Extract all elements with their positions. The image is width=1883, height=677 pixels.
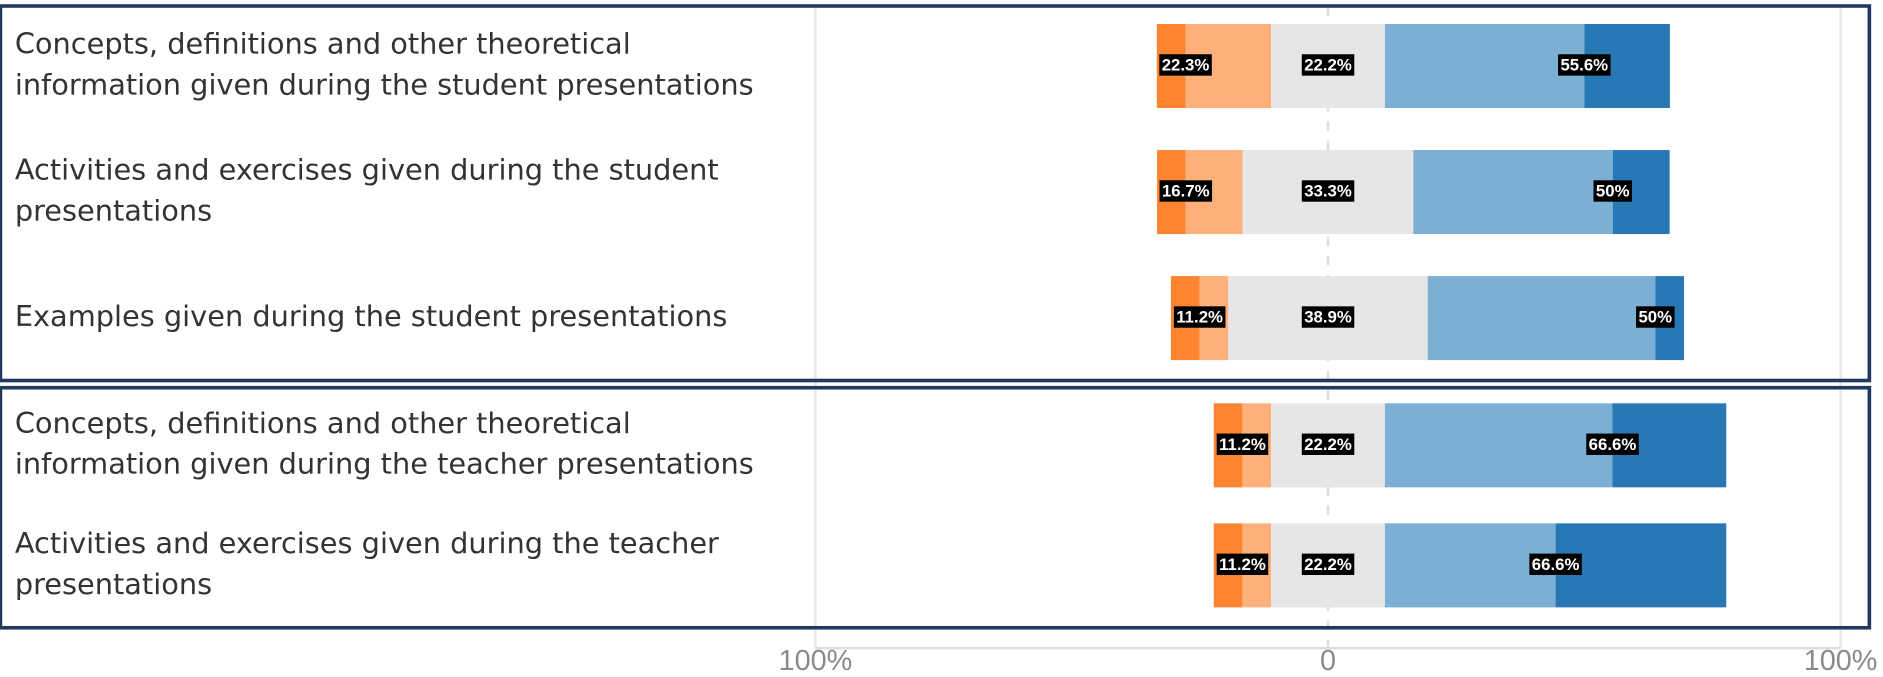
- value-label-bg: [1636, 306, 1675, 328]
- value-label-bg: [1301, 54, 1355, 76]
- category-label: presentations: [15, 193, 212, 227]
- value-label-bg: [1529, 553, 1582, 576]
- value-label-text: 22.3%: [1162, 55, 1210, 74]
- value-label: 11.2%: [1216, 433, 1269, 455]
- value-label: 11.2%: [1216, 553, 1269, 576]
- value-label-text: 22.2%: [1304, 555, 1352, 574]
- value-label-bg: [1216, 433, 1269, 455]
- value-label-text: 38.9%: [1304, 308, 1352, 327]
- category-label: Activities and exercises given during th…: [15, 153, 719, 187]
- value-label-text: 55.6%: [1560, 55, 1608, 74]
- value-label: 33.3%: [1301, 180, 1355, 202]
- value-label-bg: [1159, 54, 1212, 76]
- value-label: 16.7%: [1159, 180, 1213, 202]
- value-label-bg: [1301, 306, 1355, 328]
- category-label: Examples given during the student presen…: [15, 299, 728, 333]
- group-box: [0, 385, 1872, 630]
- value-label-bg: [1558, 54, 1611, 76]
- value-label-text: 16.7%: [1162, 181, 1210, 200]
- category-label: presentations: [15, 567, 212, 601]
- category-label: information given during the student pre…: [15, 67, 754, 101]
- bar-segment: [1384, 523, 1556, 608]
- value-label-text: 11.2%: [1176, 308, 1223, 327]
- x-tick-label: 100%: [779, 645, 853, 677]
- value-label-text: 33.3%: [1304, 181, 1352, 200]
- group-box: [0, 4, 1872, 383]
- category-label: information given during the teacher pre…: [15, 447, 754, 481]
- value-label-text: 11.2%: [1219, 555, 1266, 574]
- value-label-bg: [1593, 180, 1633, 202]
- value-label-bg: [1586, 433, 1639, 455]
- value-label-bg: [1301, 553, 1355, 576]
- category-label: Concepts, definitions and other theoreti…: [15, 406, 631, 440]
- value-label-bg: [1301, 433, 1355, 455]
- value-label: 38.9%: [1301, 306, 1355, 328]
- value-label: 11.2%: [1173, 306, 1226, 328]
- value-label-bg: [1301, 180, 1355, 202]
- value-label-text: 11.2%: [1219, 435, 1266, 454]
- category-label: Activities and exercises given during th…: [15, 526, 719, 560]
- x-tick-label: 0: [1320, 645, 1336, 677]
- value-label-text: 50%: [1638, 308, 1672, 327]
- value-label-text: 50%: [1596, 181, 1630, 200]
- value-label: 50%: [1636, 306, 1675, 328]
- category-label: Concepts, definitions and other theoreti…: [15, 27, 631, 61]
- value-label: 22.3%: [1159, 54, 1212, 76]
- value-label: 55.6%: [1558, 54, 1611, 76]
- bar-segment: [1384, 24, 1585, 109]
- value-label-bg: [1159, 180, 1213, 202]
- value-label: 66.6%: [1529, 553, 1582, 576]
- value-label-text: 22.2%: [1304, 55, 1352, 74]
- bar-segment: [1427, 276, 1656, 361]
- bar-segment: [1555, 523, 1727, 608]
- value-label: 66.6%: [1586, 433, 1639, 455]
- bar-segment: [1413, 150, 1613, 235]
- value-label: 50%: [1593, 180, 1633, 202]
- value-label-text: 66.6%: [1589, 435, 1637, 454]
- value-label: 22.2%: [1301, 433, 1355, 455]
- value-label: 22.2%: [1301, 54, 1355, 76]
- bar-segment: [1384, 403, 1613, 488]
- value-label-text: 66.6%: [1532, 555, 1580, 574]
- value-label: 22.2%: [1301, 553, 1355, 576]
- value-label-bg: [1173, 306, 1226, 328]
- value-label-text: 22.2%: [1304, 435, 1352, 454]
- value-label-bg: [1216, 553, 1269, 576]
- x-tick-label: 100%: [1804, 645, 1878, 677]
